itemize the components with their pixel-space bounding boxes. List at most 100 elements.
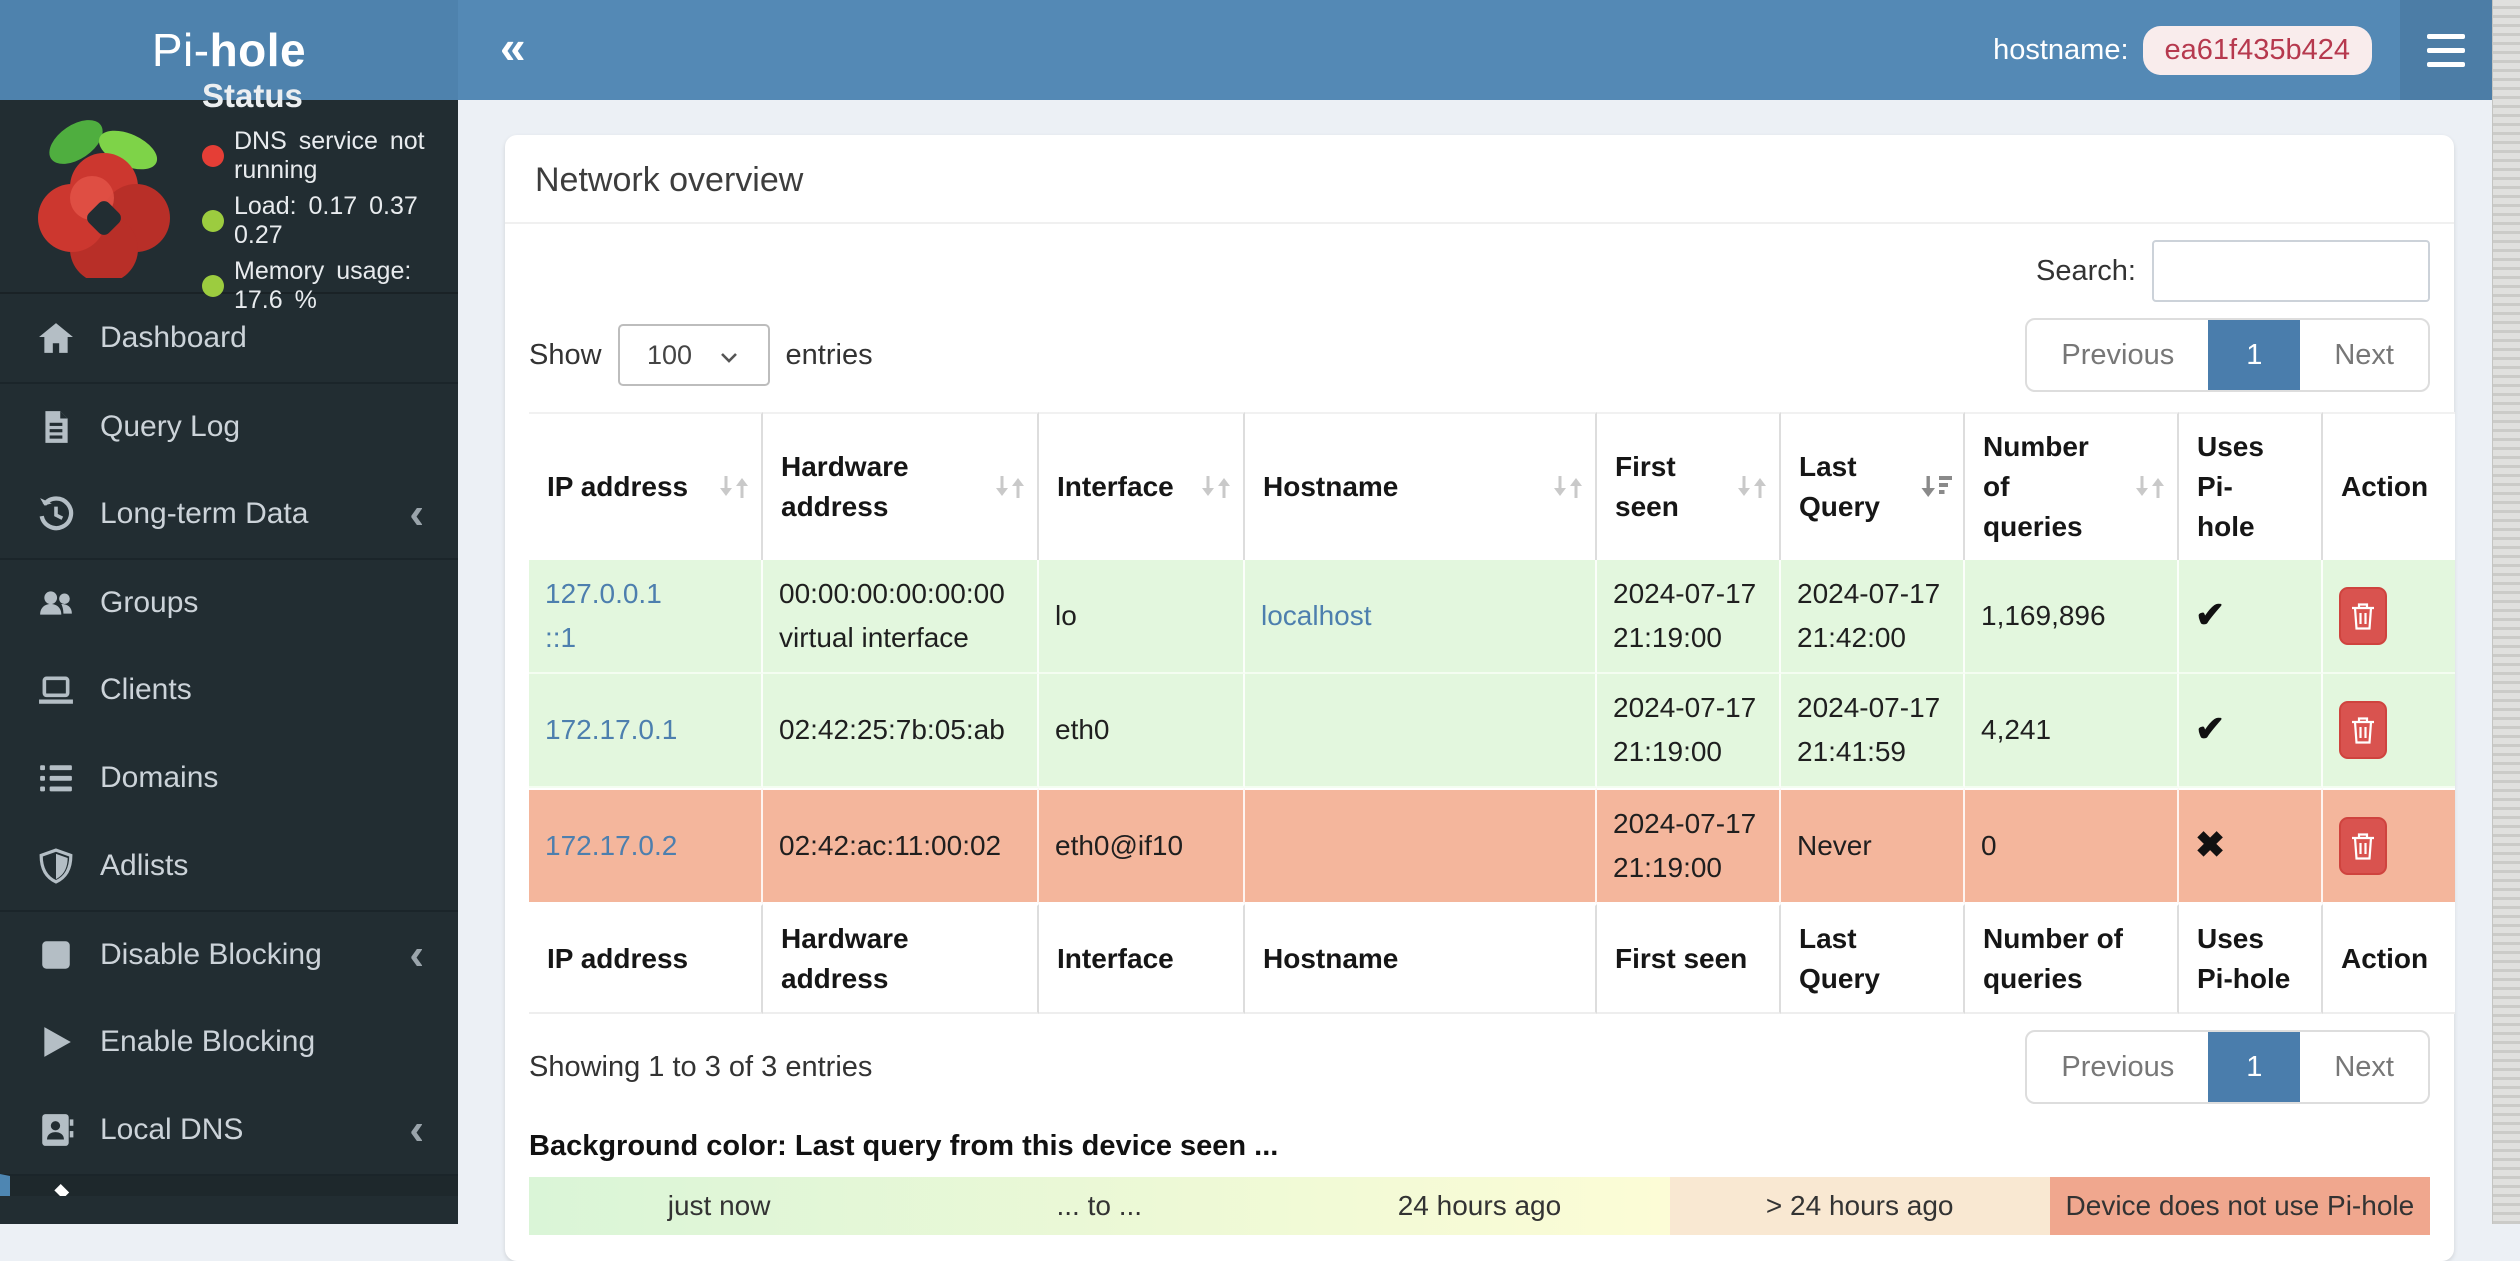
pagination-bottom: Previous 1 Next: [2025, 1030, 2430, 1104]
table-row-localhost: 127.0.0.1 ::1 00:00:00:00:00:00 virtual …: [529, 560, 2455, 674]
sidebar-item-local-dns[interactable]: Local DNS ‹: [0, 1086, 458, 1174]
cell-action: [2323, 560, 2455, 674]
sort-icon: [1202, 476, 1230, 498]
cell-last-query: Never: [1781, 788, 1965, 904]
history-icon: [38, 496, 74, 532]
delete-device-button[interactable]: [2339, 587, 2387, 645]
next-page-button[interactable]: Next: [2300, 320, 2428, 390]
header-hostname[interactable]: Hostname: [1245, 412, 1597, 560]
cell-num-queries: 0: [1965, 788, 2179, 904]
sidebar-item-disable-blocking[interactable]: Disable Blocking ‹: [0, 910, 458, 998]
cell-uses-pihole: ✔: [2179, 560, 2323, 674]
legend-to: ... to ...: [1056, 1190, 1143, 1221]
cell-hostname: localhost: [1245, 560, 1597, 674]
delete-device-button[interactable]: [2339, 701, 2387, 759]
status-title: Status: [202, 77, 303, 114]
header-ip-address[interactable]: IP address: [529, 412, 763, 560]
cell-ip: 172.17.0.2: [529, 788, 763, 904]
header-last-query[interactable]: Last Query: [1781, 412, 1965, 560]
sort-icon: [1738, 476, 1766, 498]
sort-icon: [1554, 476, 1582, 498]
table-header-row: IP address Hardware address Interface Ho…: [529, 412, 2455, 560]
page-1-button[interactable]: 1: [2208, 320, 2301, 390]
previous-page-button[interactable]: Previous: [2027, 320, 2208, 390]
hamburger-icon: [2427, 33, 2465, 39]
page-scrollbar[interactable]: [2492, 0, 2520, 1224]
cell-last-query: 2024-07-17 21:42:00: [1781, 560, 1965, 674]
users-icon: [38, 585, 74, 621]
sidebar-item-enable-blocking[interactable]: Enable Blocking: [0, 998, 458, 1086]
table-row-gateway: 172.17.0.1 02:42:25:7b:05:ab eth0 2024-0…: [529, 674, 2455, 788]
menu-toggle-button[interactable]: [2400, 0, 2492, 100]
sidebar-menu: Dashboard Query Log Long-term Data ‹ Gro…: [0, 294, 458, 1196]
file-icon: [38, 409, 74, 445]
cell-action: [2323, 788, 2455, 904]
cell-hardware: 02:42:25:7b:05:ab: [763, 674, 1039, 788]
header-interface[interactable]: Interface: [1039, 412, 1245, 560]
status-dot-green-icon: [202, 275, 224, 297]
footer-interface: Interface: [1039, 904, 1245, 1014]
sidebar-item-groups[interactable]: Groups: [0, 558, 458, 646]
chevron-left-icon: ‹: [409, 1105, 424, 1154]
header-number-of-queries[interactable]: Number of queries: [1965, 412, 2179, 560]
legend-title: Background color: Last query from this d…: [529, 1130, 1279, 1162]
status-dns: DNS service not running: [202, 127, 444, 185]
navbar-right: hostname: ea61f435b424: [1993, 0, 2492, 100]
cell-interface: eth0@if10: [1039, 788, 1245, 904]
cell-num-queries: 4,241: [1965, 674, 2179, 788]
ip-link[interactable]: ::1: [545, 622, 577, 653]
previous-page-button[interactable]: Previous: [2027, 1032, 2208, 1102]
sort-desc-icon: [1921, 476, 1952, 497]
sidebar-item-long-term-data[interactable]: Long-term Data ‹: [0, 470, 458, 558]
delete-device-button[interactable]: [2339, 817, 2387, 875]
app-logo[interactable]: Pi-hole: [0, 0, 458, 100]
sidebar-collapse-icon[interactable]: «: [500, 21, 526, 73]
sidebar-item-dashboard[interactable]: Dashboard: [0, 294, 458, 382]
sidebar-item-adlists[interactable]: Adlists: [0, 822, 458, 910]
cell-interface: lo: [1039, 560, 1245, 674]
pihole-raspberry-logo: [28, 110, 180, 283]
ip-link[interactable]: 172.17.0.1: [545, 714, 678, 745]
address-book-icon: [38, 1112, 74, 1148]
sidebar-item-tools-partial[interactable]: [0, 1174, 458, 1196]
footer-last-query: Last Query: [1781, 904, 1965, 1014]
legend-just-now: just now: [667, 1190, 771, 1221]
table-footer-row: IP address Hardware address Interface Ho…: [529, 904, 2455, 1014]
cell-hostname: [1245, 788, 1597, 904]
card-header: Network overview: [505, 135, 2454, 224]
sidebar-item-query-log[interactable]: Query Log: [0, 382, 458, 470]
footer-number-of-queries: Number of queries: [1965, 904, 2179, 1014]
header-hardware-address[interactable]: Hardware address: [763, 412, 1039, 560]
cell-uses-pihole: ✔: [2179, 674, 2323, 788]
status-panel: Status DNS service not running Load: 0.1…: [0, 77, 458, 314]
cell-uses-pihole: ✖: [2179, 788, 2323, 904]
next-page-button[interactable]: Next: [2300, 1032, 2428, 1102]
search-input[interactable]: [2152, 240, 2430, 302]
footer-first-seen: First seen: [1597, 904, 1781, 1014]
legend-gradient: just now ... to ... 24 hours ago: [529, 1177, 1670, 1235]
hostname-link[interactable]: localhost: [1261, 600, 1372, 631]
legend-24h: 24 hours ago: [1397, 1190, 1562, 1221]
ip-link[interactable]: 127.0.0.1: [545, 578, 662, 609]
footer-hostname: Hostname: [1245, 904, 1597, 1014]
sidebar-item-clients[interactable]: Clients: [0, 646, 458, 734]
page-size-value: 100: [647, 339, 693, 370]
laptop-icon: [38, 672, 74, 708]
page-1-button[interactable]: 1: [2208, 1032, 2301, 1102]
cell-interface: eth0: [1039, 674, 1245, 788]
page-size-select[interactable]: 100: [617, 324, 770, 386]
header-first-seen[interactable]: First seen: [1597, 412, 1781, 560]
entries-label: entries: [785, 338, 873, 371]
check-icon: ✔: [2195, 593, 2226, 635]
wrench-icon: [48, 1184, 84, 1196]
header-action: Action: [2323, 412, 2455, 560]
cell-first-seen: 2024-07-17 21:19:00: [1597, 674, 1781, 788]
sidebar-item-domains[interactable]: Domains: [0, 734, 458, 822]
sort-icon: [2136, 476, 2164, 498]
network-overview-card: Network overview Search: Show 100 entrie…: [505, 135, 2455, 1261]
legend-no-pihole: Device does not use Pi-hole: [2049, 1177, 2430, 1235]
header-uses-pihole[interactable]: Uses Pi-hole: [2179, 412, 2323, 560]
cell-first-seen: 2024-07-17 21:19:00: [1597, 788, 1781, 904]
ip-link[interactable]: 172.17.0.2: [545, 830, 678, 861]
top-navbar: « hostname: ea61f435b424: [458, 0, 2492, 100]
